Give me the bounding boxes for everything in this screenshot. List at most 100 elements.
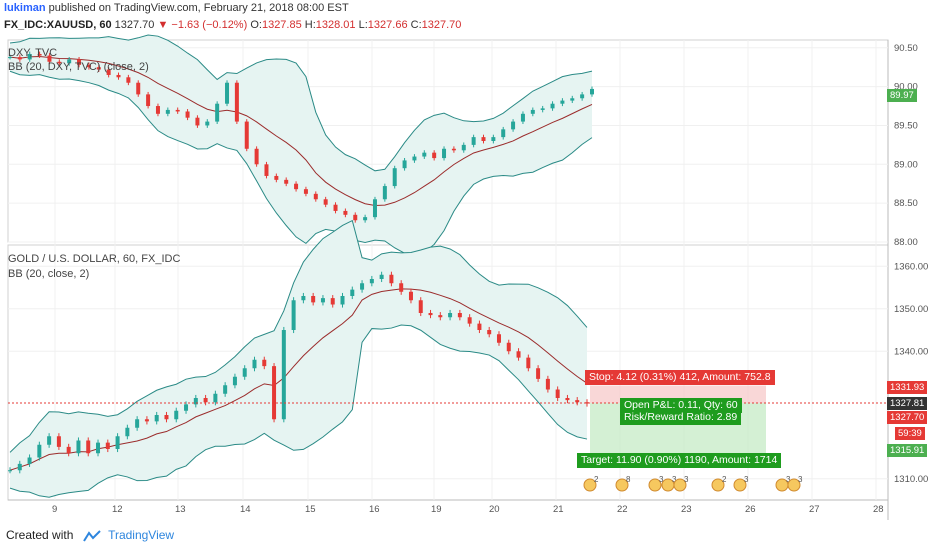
gold-candle	[272, 366, 277, 420]
gold-candle	[66, 446, 71, 454]
dxy-candle	[86, 64, 91, 68]
gold-candle	[47, 436, 52, 445]
gold-candle	[545, 378, 550, 390]
dxy-last-badge: 89.97	[887, 89, 917, 102]
dxy-candle	[47, 55, 52, 62]
gold-candle	[27, 457, 32, 464]
dxy-candle	[215, 103, 220, 122]
x-tick-label: 19	[431, 504, 442, 515]
event-flag-icon	[615, 478, 629, 492]
event-count: 3	[684, 475, 689, 484]
dxy-candle	[402, 160, 407, 169]
last-price-badge: 1327.81	[887, 397, 928, 410]
dxy-candle	[590, 88, 594, 95]
dxy-candle	[550, 103, 555, 109]
x-tick-label: 13	[175, 504, 186, 515]
countdown-badge: 59:39	[895, 427, 925, 440]
dxy-candle	[422, 152, 427, 157]
published-line: lukiman published on TradingView.com, Fe…	[4, 2, 349, 14]
dxy-candle	[234, 82, 239, 122]
price-change: −1.63 (−0.12%)	[171, 19, 248, 31]
gold-candle	[232, 376, 237, 386]
dxy-candle	[165, 109, 170, 114]
dxy-candle	[412, 156, 417, 161]
event-flag-icon	[733, 478, 747, 492]
dxy-candle	[205, 121, 210, 126]
event-flag-icon	[648, 478, 662, 492]
dxy-lower-band	[9, 70, 593, 256]
dxy-candle	[580, 94, 585, 99]
dxy-candle	[225, 82, 230, 104]
gold-candle	[56, 436, 61, 447]
gold-candle	[203, 398, 208, 403]
dxy-candle	[126, 77, 131, 83]
dxy-candle	[146, 94, 151, 107]
gold-candle	[174, 410, 179, 420]
dxy-candle	[67, 59, 72, 64]
gold-candle	[448, 313, 453, 318]
gold-candle	[330, 298, 335, 305]
open-pnl-label[interactable]: Open P&L: 0.11, Qty: 60	[620, 398, 742, 413]
event-flag-icon	[787, 478, 801, 492]
dxy-candle	[284, 179, 289, 184]
gold-candle	[516, 351, 521, 358]
tradingview-logo-icon	[82, 530, 101, 542]
gold-candle	[37, 444, 42, 458]
event-count: 3	[672, 475, 677, 484]
pane1-legend-symbol[interactable]: DXY, TVC	[8, 47, 58, 59]
gold-candle	[585, 402, 589, 404]
dxy-candle	[363, 217, 368, 221]
x-tick-label: 14	[240, 504, 251, 515]
gold-candle	[399, 283, 404, 292]
dxy-candle	[37, 53, 42, 56]
stop-price-badge: 1331.93	[887, 381, 928, 394]
dxy-tick-label: 89.50	[894, 120, 918, 131]
dxy-candle	[432, 152, 437, 159]
dxy-candle	[195, 117, 200, 126]
author-name[interactable]: lukiman	[4, 2, 46, 14]
stop-label[interactable]: Stop: 4.12 (0.31%) 412, Amount: 752.8	[585, 370, 775, 385]
gold-candle	[496, 334, 501, 343]
x-tick-label: 28	[873, 504, 884, 515]
gold-candle	[252, 359, 257, 369]
dxy-candle	[372, 199, 377, 218]
close-value: 1327.70	[421, 19, 462, 31]
close-price-badge: 1327.70	[887, 411, 928, 424]
gold-candle	[536, 368, 541, 379]
gold-candle	[340, 296, 345, 305]
gold-candle	[487, 330, 492, 335]
dxy-candle	[264, 164, 269, 176]
published-text: published on TradingView.com, February 2…	[48, 2, 349, 14]
gold-candle	[575, 400, 580, 403]
dxy-candle	[244, 121, 249, 149]
pane2-legend-symbol[interactable]: GOLD / U.S. DOLLAR, 60, FX_IDC	[8, 253, 181, 265]
risk-reward-label[interactable]: Risk/Reward Ratio: 2.89	[620, 410, 742, 425]
target-label[interactable]: Target: 11.90 (0.90%) 1190, Amount: 1714	[577, 453, 782, 468]
x-tick-label: 27	[809, 504, 820, 515]
gold-candle	[408, 291, 413, 301]
gold-candle	[154, 415, 159, 422]
gold-upper-band	[9, 219, 588, 453]
gold-candle	[262, 359, 267, 367]
gold-candle	[213, 393, 218, 403]
tradingview-brand[interactable]: TradingView	[108, 528, 175, 542]
x-tick-label: 21	[553, 504, 564, 515]
gold-candle	[379, 274, 384, 279]
dxy-candle	[96, 67, 101, 70]
event-count: 3	[798, 475, 803, 484]
gold-candle	[369, 279, 374, 284]
pane1-legend-bb[interactable]: BB (20, DXY, TVC) (close, 2)	[8, 61, 149, 73]
gold-candle	[291, 300, 296, 330]
gold-candle	[301, 296, 306, 301]
dxy-candle	[491, 137, 496, 141]
open-value: 1327.85	[261, 19, 302, 31]
gold-candle	[144, 419, 149, 422]
event-count: 2	[722, 475, 727, 484]
dxy-candle	[353, 214, 358, 221]
pane2-legend-bb[interactable]: BB (20, close, 2)	[8, 268, 90, 280]
dxy-candle	[481, 137, 486, 141]
dxy-upper-band	[9, 34, 593, 172]
gold-candle	[125, 427, 130, 437]
event-count: 3	[744, 475, 749, 484]
